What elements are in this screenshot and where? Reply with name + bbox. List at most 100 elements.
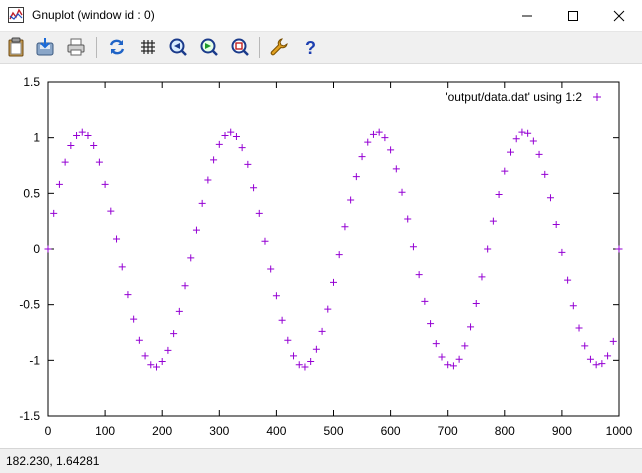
data-point [267,265,275,273]
data-point [501,167,509,175]
help-button[interactable]: ? [298,35,322,59]
refresh-icon [109,39,125,55]
data-point [495,190,503,198]
zoom-next-icon [200,38,218,56]
plot-area[interactable]: 0 100 200 300 400 500 600 700 800 900 1000 1.5 1 0.5 0… [0,64,642,448]
zoom-previous-button[interactable] [166,35,190,59]
data-point [215,140,223,148]
data-point [158,357,166,365]
data-point [330,278,337,286]
print-button[interactable] [64,35,88,59]
data-point [170,330,178,338]
minimize-button[interactable] [504,0,550,31]
data-point [181,282,189,290]
data-point [364,138,372,146]
data-point [484,245,492,253]
data-point [307,357,315,365]
data-point [261,237,269,245]
data-point [124,291,132,299]
scatter-chart: 0 100 200 300 400 500 600 700 800 900 1000 1.5 1 0.5 0… [19,75,633,438]
data-point [546,194,554,202]
data-point [164,346,172,354]
export-icon [36,38,54,56]
data-point [238,144,246,152]
data-point [392,165,400,173]
data-point [221,131,229,139]
data-point [438,353,446,361]
toggle-grid-button[interactable] [136,35,160,59]
data-point [152,363,160,371]
svg-text:?: ? [305,38,316,57]
cursor-coordinates: 182.230, 1.64281 [6,454,100,468]
copy-to-clipboard-button[interactable] [4,35,28,59]
data-point [312,345,320,353]
close-icon [613,10,625,22]
data-point [352,173,360,181]
data-point [227,128,235,136]
data-point [358,153,366,161]
data-point [604,352,612,360]
data-point [478,273,486,281]
maximize-icon [568,11,578,21]
x-tick-label: 200 [152,424,172,438]
toolbar-separator [96,37,97,58]
data-point [609,337,617,345]
x-tick-label: 300 [209,424,229,438]
minimize-icon [522,15,532,17]
zoom-next-button[interactable] [197,35,221,59]
data-point [175,307,183,315]
x-tick-label: 1000 [606,424,633,438]
data-point [461,342,469,350]
data-point [569,302,577,310]
data-point [278,316,286,324]
data-point [101,180,109,188]
data-point [489,217,497,225]
options-button[interactable] [267,35,291,59]
data-point [204,176,212,184]
data-point [187,254,195,262]
data-point [524,129,532,137]
close-button[interactable] [596,0,642,31]
export-button[interactable] [33,35,57,59]
status-bar: 182.230, 1.64281 [0,448,642,473]
unzoom-button[interactable] [228,35,252,59]
x-tick-label: 100 [95,424,115,438]
data-point [472,300,480,308]
data-point [73,131,81,139]
data-point [84,131,92,139]
replot-button[interactable] [105,35,129,59]
data-point [44,245,52,253]
data-point [535,150,543,158]
data-point [192,226,200,234]
data-point [55,180,63,188]
data-point [369,130,377,138]
grid-icon [141,40,155,54]
data-point [232,133,240,141]
y-tick-label: -0.5 [19,298,40,312]
data-point [421,297,429,305]
toolbar: ? [0,32,642,64]
data-point [381,134,389,142]
gnuplot-app-icon [8,7,24,23]
data-point [518,128,526,136]
data-point [244,160,252,168]
x-tick-label: 500 [323,424,343,438]
data-point [615,245,623,253]
data-point [467,323,475,331]
data-point [375,128,383,136]
data-point [250,184,258,192]
data-point [113,235,121,243]
data-point [198,199,206,207]
data-point [558,248,566,256]
data-point [512,135,520,143]
y-tick-label: 0.5 [23,186,40,200]
data-point [78,128,86,136]
data-point [541,170,549,178]
data-point [130,315,138,323]
data-point [141,352,149,360]
data-point [341,223,349,231]
data-point [61,158,69,166]
maximize-button[interactable] [550,0,596,31]
x-tick-label: 700 [438,424,458,438]
y-tick-label: 1 [33,131,40,145]
